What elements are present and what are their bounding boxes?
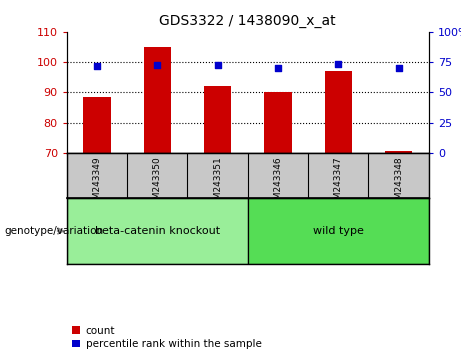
Text: GSM243346: GSM243346	[273, 156, 283, 211]
Bar	[248, 198, 429, 264]
Point	[154, 62, 161, 67]
Point	[93, 63, 100, 69]
Point	[395, 65, 402, 71]
Text: GSM243351: GSM243351	[213, 156, 222, 211]
Bar	[83, 97, 111, 153]
Title: GDS3322 / 1438090_x_at: GDS3322 / 1438090_x_at	[160, 14, 336, 28]
Bar	[264, 92, 291, 153]
Bar	[204, 86, 231, 153]
Text: GSM243348: GSM243348	[394, 156, 403, 211]
Point	[274, 65, 282, 70]
Text: wild type: wild type	[313, 226, 364, 236]
Bar	[325, 71, 352, 153]
Point	[335, 61, 342, 67]
Text: beta-catenin knockout: beta-catenin knockout	[95, 226, 220, 236]
Text: genotype/variation: genotype/variation	[5, 226, 104, 236]
Point	[214, 62, 221, 68]
Bar	[144, 47, 171, 153]
Legend: count, percentile rank within the sample: count, percentile rank within the sample	[72, 326, 261, 349]
Bar	[67, 198, 248, 264]
Text: GSM243350: GSM243350	[153, 156, 162, 211]
Bar	[385, 152, 412, 153]
Text: GSM243347: GSM243347	[334, 156, 343, 211]
Text: GSM243349: GSM243349	[93, 156, 101, 211]
